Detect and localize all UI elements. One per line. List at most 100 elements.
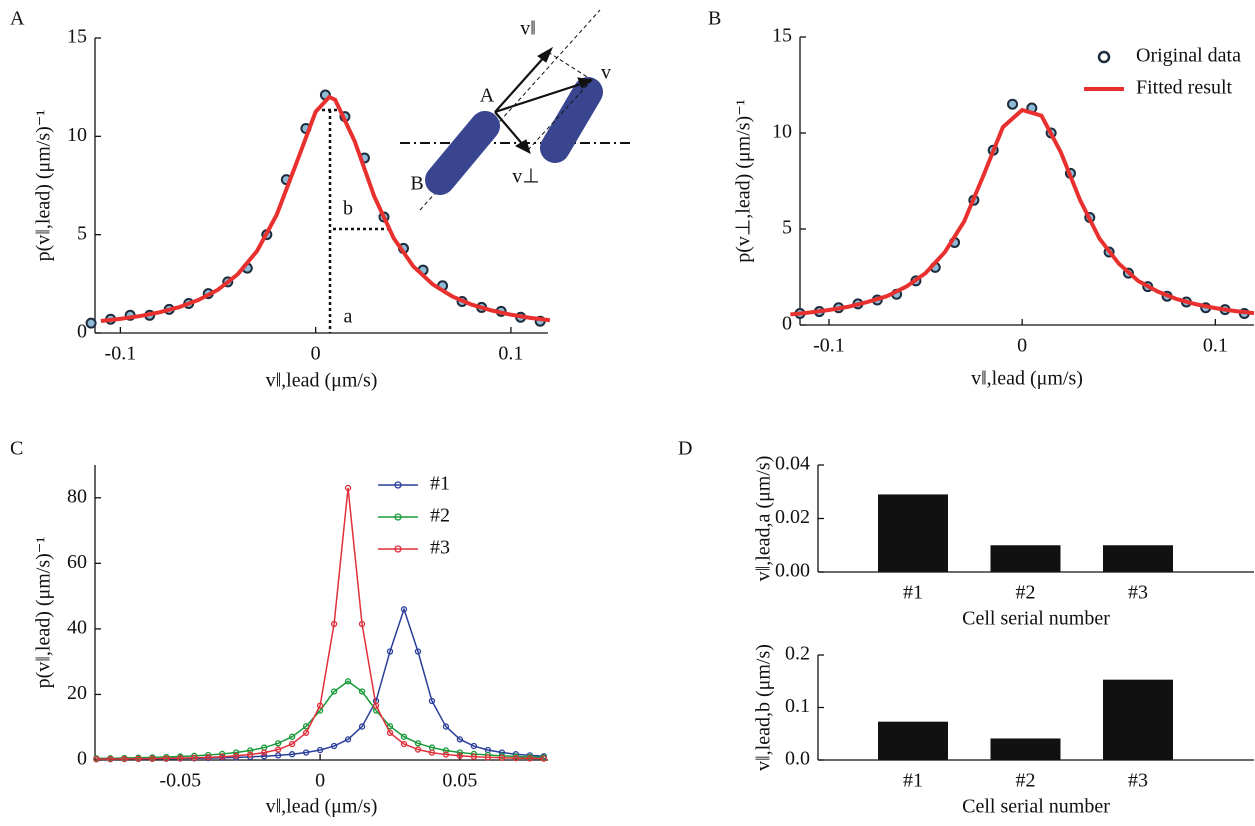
x-tick-label: 0.1 (1203, 335, 1228, 357)
marker (512, 754, 519, 762)
x-axis-label: Cell serial number (962, 608, 1110, 630)
y-tick-label: 10 (67, 124, 87, 146)
y-tick-label: 10 (772, 121, 792, 143)
annotation: v⊥ (512, 166, 539, 188)
marker (1007, 98, 1019, 110)
y-tick-label: 80 (67, 485, 87, 507)
marker (358, 688, 366, 695)
marker (121, 755, 128, 763)
y-axis-label: p(v⊥,lead) (μm/s)⁻¹ (733, 99, 755, 263)
panel-label: C (10, 438, 23, 460)
y-axis-label: p(v‖,lead) (μm/s)⁻¹ (33, 110, 55, 262)
marker (358, 723, 366, 730)
y-tick-label: 0.0 (785, 748, 810, 770)
marker (414, 648, 422, 655)
x-axis-label: v‖,lead (μm/s) (971, 368, 1083, 390)
y-tick-label: 40 (67, 616, 87, 638)
series (100, 94, 551, 323)
marker (470, 742, 478, 750)
marker (400, 740, 408, 748)
y-tick-label: 0.04 (775, 453, 810, 475)
marker (456, 736, 464, 743)
series (790, 107, 1255, 317)
marker (233, 752, 240, 759)
marker (526, 755, 533, 762)
y-axis-label: p(v‖,lead) (μm/s)⁻¹ (33, 537, 55, 689)
panel-label: A (10, 8, 25, 30)
marker (275, 752, 282, 759)
x-tick-label: #2 (1016, 582, 1036, 604)
annotation: B (410, 173, 423, 195)
x-tick-label: 0.1 (498, 343, 523, 365)
marker (456, 749, 464, 756)
marker (275, 740, 282, 747)
legend-marker (394, 513, 402, 521)
marker (330, 742, 338, 750)
y-tick-label: 0 (77, 321, 87, 343)
marker (414, 740, 422, 747)
marker (344, 736, 352, 743)
marker (400, 733, 408, 740)
marker (386, 723, 394, 730)
x-tick-label: #1 (903, 770, 923, 792)
bar (1103, 679, 1173, 760)
x-tick-label: -0.05 (159, 770, 201, 792)
series (93, 678, 547, 762)
x-tick-label: #3 (1128, 582, 1148, 604)
marker (288, 733, 296, 740)
annotation: b (343, 198, 353, 220)
marker (456, 752, 464, 759)
panel-label: B (708, 8, 721, 30)
legend-marker (394, 481, 402, 489)
x-tick-label: -0.1 (105, 343, 137, 365)
y-tick-label: 60 (67, 551, 87, 573)
bar (878, 494, 948, 572)
marker (344, 484, 352, 492)
x-tick-label: 0 (315, 770, 325, 792)
marker (344, 678, 352, 685)
marker (302, 729, 310, 736)
marker (498, 754, 506, 761)
x-tick-label: 0.05 (442, 770, 477, 792)
series (93, 606, 547, 763)
annotation: a (344, 306, 353, 328)
marker (205, 754, 212, 761)
series (794, 98, 1250, 319)
y-tick-label: 0 (782, 313, 792, 335)
y-tick-label: 0.2 (785, 643, 810, 665)
inset-schematic (400, 9, 632, 211)
marker (400, 606, 408, 613)
marker (247, 747, 254, 754)
line (96, 487, 544, 760)
marker (470, 753, 478, 760)
line (790, 107, 1255, 317)
y-tick-label: 15 (772, 25, 792, 47)
legend-label: Fitted result (1136, 77, 1233, 99)
marker (358, 620, 366, 628)
marker (219, 753, 226, 760)
marker (288, 751, 296, 758)
y-tick-label: 0.1 (785, 695, 810, 717)
annotation: v‖ (520, 18, 536, 40)
marker (442, 723, 450, 730)
bar (1103, 545, 1173, 572)
y-axis-label: v‖,lead,a (μm/s) (753, 456, 775, 582)
marker (428, 697, 436, 705)
bar (878, 721, 948, 760)
marker (414, 746, 422, 753)
y-tick-label: 0 (77, 748, 87, 770)
marker (288, 740, 296, 748)
marker (261, 753, 268, 760)
marker (386, 729, 394, 736)
legend-marker (1097, 50, 1111, 64)
panel-label: D (678, 438, 692, 460)
y-tick-label: 0.00 (775, 560, 810, 582)
marker (177, 754, 184, 762)
marker (316, 746, 324, 754)
marker (247, 751, 254, 758)
bar (990, 738, 1061, 760)
marker (93, 756, 100, 763)
marker (330, 620, 338, 628)
marker (484, 754, 492, 761)
